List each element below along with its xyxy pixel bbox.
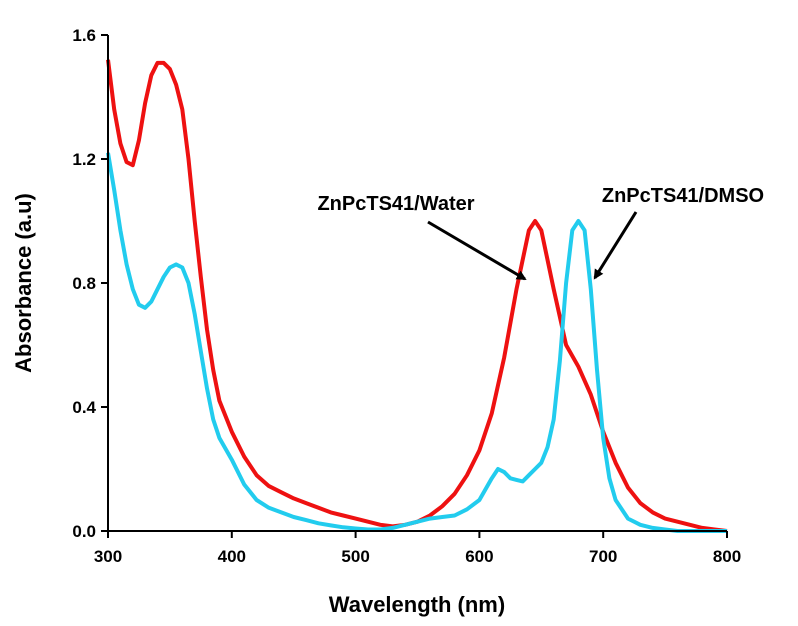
- x-tick-label: 400: [218, 547, 246, 566]
- y-ticks: 0.0 0.4 0.8 1.2 1.6: [72, 26, 108, 541]
- y-tick-label: 0.8: [72, 274, 96, 293]
- series-line-1: [106, 152, 727, 533]
- annotations: ZnPcTS41/Water ZnPcTS41/DMSO: [317, 185, 764, 281]
- plot-lines: [106, 59, 728, 533]
- x-tick-label: 600: [465, 547, 493, 566]
- x-tick-label: 300: [94, 547, 122, 566]
- x-tick-label: 700: [589, 547, 617, 566]
- annotation-dmso-arrow: [593, 211, 638, 280]
- y-tick-label: 1.6: [72, 26, 96, 45]
- annotation-dmso-label: ZnPcTS41/DMSO: [602, 185, 764, 207]
- x-tick-label: 800: [713, 547, 741, 566]
- y-tick-label: 1.2: [72, 150, 96, 169]
- y-tick-label: 0.4: [72, 398, 96, 417]
- annotation-water-label: ZnPcTS41/Water: [317, 193, 474, 215]
- x-ticks: 300 400 500 600 700 800: [94, 531, 741, 566]
- series-line-0: [106, 59, 728, 533]
- annotation-water-arrow: [427, 220, 527, 281]
- x-axis-title: Wavelength (nm): [329, 592, 505, 617]
- x-tick-label: 500: [341, 547, 369, 566]
- y-axis-title: Absorbance (a.u): [11, 193, 36, 373]
- y-tick-label: 0.0: [72, 522, 96, 541]
